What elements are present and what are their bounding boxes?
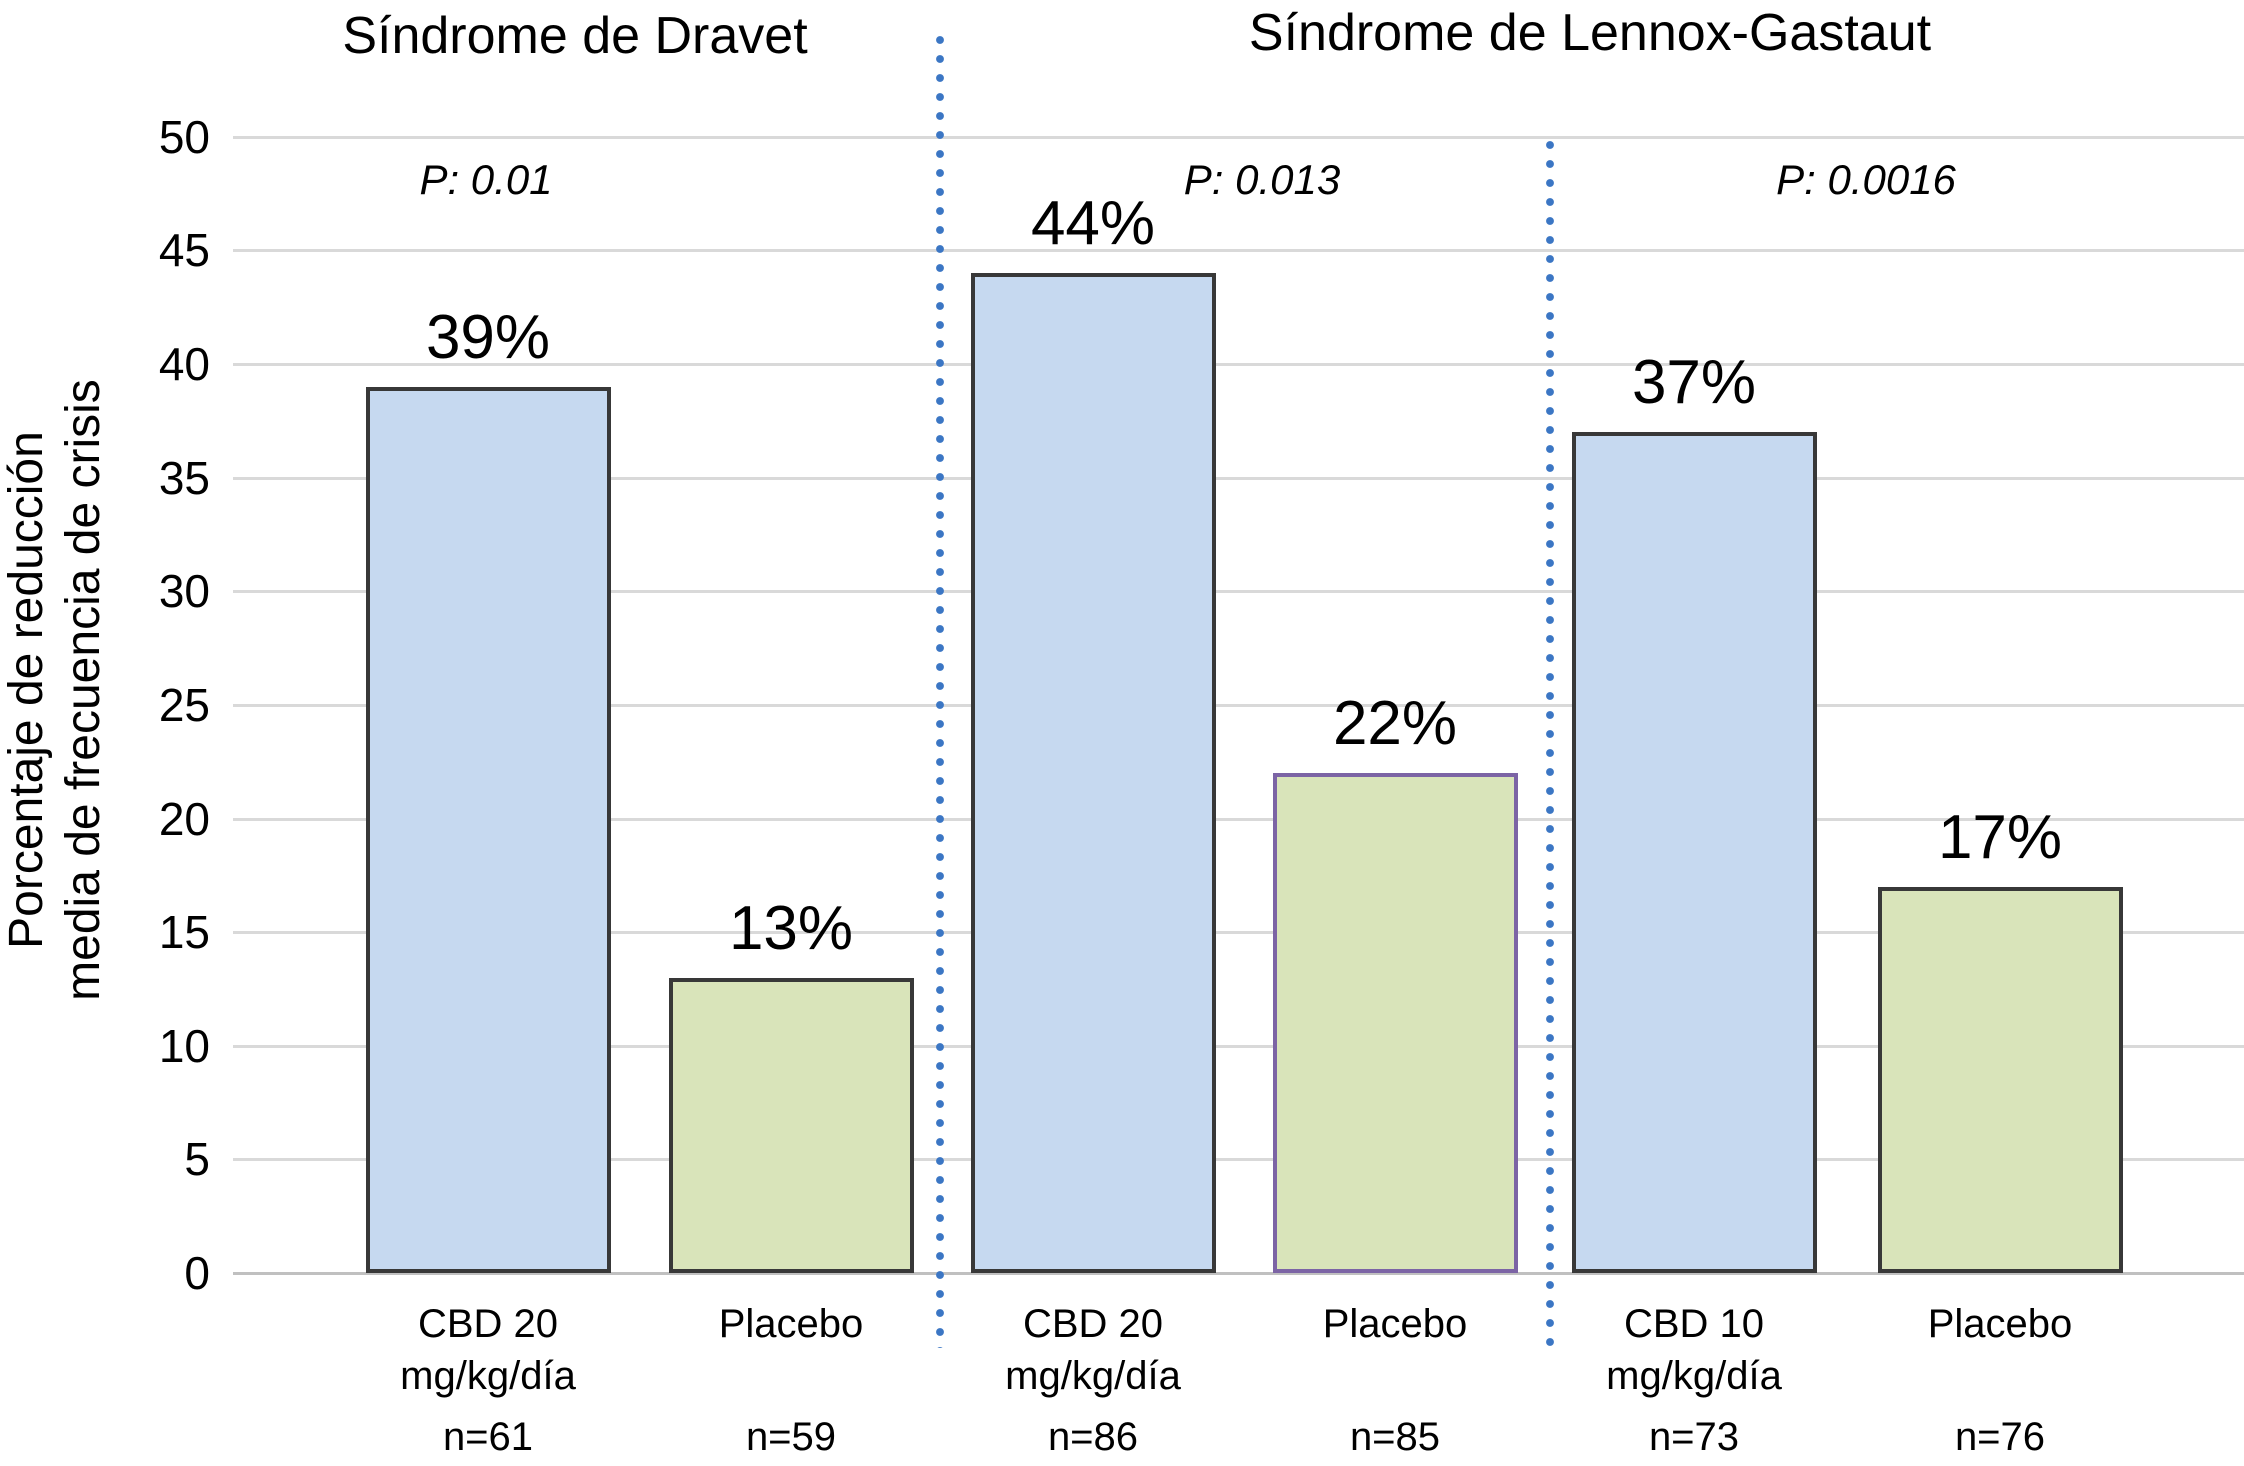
gridline-35: [233, 476, 2244, 480]
bar-value-label-dravet-cbd20: 39%: [425, 302, 551, 372]
gridline-50: [233, 135, 2244, 139]
bar-axis-label-lennox2-placebo: Placebo: [1835, 1298, 2165, 1350]
bar-n-label-dravet-cbd20: n=61: [442, 1415, 534, 1459]
bar-axis-label-lennox2-cbd10: CBD 10 mg/kg/día: [1529, 1298, 1859, 1402]
gridline-5: [233, 1158, 2244, 1162]
bar-n-label-lennox2-cbd10: n=73: [1648, 1415, 1740, 1459]
y-tick-label-0: 0: [184, 1247, 210, 1299]
bar-axis-label-lennox1-placebo: Placebo: [1230, 1298, 1560, 1350]
y-tick-label-5: 5: [184, 1133, 210, 1186]
p-value-label: P: 0.0016: [1776, 156, 1956, 203]
y-tick-label-20: 20: [158, 792, 210, 845]
y-tick-label-50: 50: [158, 110, 210, 163]
y-tick-label-15: 15: [158, 906, 210, 959]
bar-n-label-lennox2-placebo: n=76: [1954, 1415, 2046, 1459]
bar-dravet-cbd20: [365, 386, 611, 1273]
bar-lennox2-cbd10: [1571, 432, 1817, 1273]
bar-axis-label-line: mg/kg/día: [1005, 1354, 1181, 1398]
bar-axis-label-dravet-placebo: Placebo: [626, 1298, 956, 1350]
bar-axis-label-dravet-cbd20: CBD 20 mg/kg/día: [323, 1298, 653, 1402]
bar-value-label-dravet-placebo: 13%: [728, 893, 854, 963]
y-tick-label-35: 35: [158, 451, 210, 504]
panel-title-dravet: Síndrome de Dravet: [342, 7, 808, 65]
bar-n-label-lennox1-placebo: n=85: [1349, 1415, 1441, 1459]
y-tick-label-40: 40: [158, 338, 210, 391]
panel-divider-1: [936, 35, 944, 1348]
bar-n-label-lennox1-cbd20: n=86: [1047, 1415, 1139, 1459]
bar-value-label-lennox2-placebo: 17%: [1937, 802, 2063, 872]
y-tick-label-30: 30: [158, 565, 210, 618]
panel-title-lennox-gastaut: Síndrome de Lennox-Gastaut: [1248, 4, 1932, 62]
bar-value-label-lennox2-cbd10: 37%: [1631, 348, 1757, 418]
bar-n-label-dravet-placebo: n=59: [745, 1415, 837, 1459]
y-tick-label-45: 45: [158, 224, 210, 277]
gridline-40: [233, 363, 2244, 367]
bar-axis-label-line: mg/kg/día: [1606, 1354, 1782, 1398]
gridline-10: [233, 1044, 2244, 1048]
bar-axis-label-line: CBD 20: [417, 1302, 559, 1346]
gridline-15: [233, 931, 2244, 935]
bar-lennox1-placebo: [1272, 773, 1518, 1273]
y-tick-label-25: 25: [158, 678, 210, 731]
p-value-label: P: 0.013: [1183, 156, 1341, 203]
y-tick-label-10: 10: [158, 1019, 210, 1072]
gridline-25: [233, 703, 2244, 707]
bar-axis-label-line: Placebo: [1927, 1302, 2073, 1346]
bar-value-label-lennox1-cbd20: 44%: [1030, 189, 1156, 259]
bar-lennox1-cbd20: [970, 273, 1216, 1273]
bar-axis-label-line: mg/kg/día: [400, 1354, 576, 1398]
panel-divider-2: [1546, 140, 1554, 1348]
p-value-label: P: 0.01: [419, 156, 553, 203]
bar-value-label-lennox1-placebo: 22%: [1332, 689, 1458, 759]
bar-axis-label-lennox1-cbd20: CBD 20 mg/kg/día: [928, 1298, 1258, 1402]
gridline-0: [233, 1272, 2244, 1275]
bar-axis-label-line: CBD 20: [1022, 1302, 1164, 1346]
gridline-20: [233, 817, 2244, 821]
bar-axis-label-line: Placebo: [718, 1302, 864, 1346]
bar-lennox2-placebo: [1877, 886, 2123, 1273]
gridline-45: [233, 249, 2244, 253]
bar-dravet-placebo: [668, 977, 914, 1273]
bar-axis-label-line: CBD 10: [1623, 1302, 1765, 1346]
gridline-30: [233, 590, 2244, 594]
bar-axis-label-line: Placebo: [1322, 1302, 1468, 1346]
